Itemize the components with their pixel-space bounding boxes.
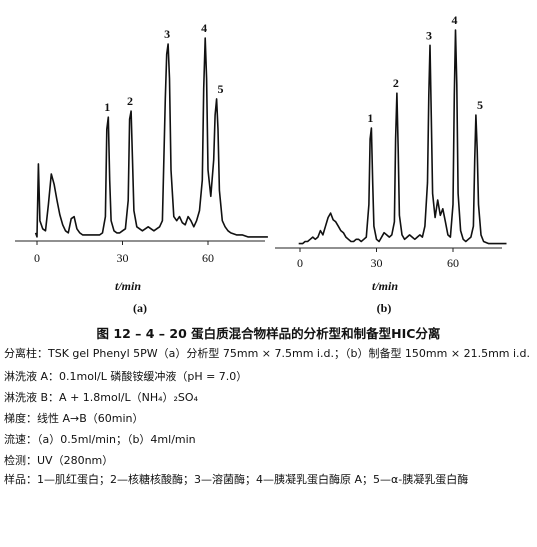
note-flow-rate: 流速：（a）0.5ml/min；（b）4ml/min [4,433,196,446]
chromatogram-b: 0 30 60 1 2 3 4 5 t/min (b) [275,13,507,315]
x-axis-title-b: t/min [372,279,398,293]
chromatogram-trace-b [298,29,507,245]
peak-label-b-2: 2 [393,76,399,90]
peak-label-a-1: 1 [104,100,110,114]
note-samples: 样品：1—肌红蛋白；2—核糖核酸酶；3—溶菌酶；4—胰凝乳蛋白酶原 A；5—α-… [4,473,469,486]
x-axis-title-a: t/min [115,279,141,293]
peak-label-a-4: 4 [201,21,207,35]
peak-label-a-3: 3 [164,27,170,41]
note-eluent-a: 淋洗液 A：0.1mol/L 磷酸铵缓冲液（pH = 7.0） [4,370,248,383]
x-tick-label-a-0: 0 [34,251,40,265]
note-eluent-b: 淋洗液 B：A + 1.8mol/L（NH₄）₂SO₄ [4,391,198,404]
peak-label-b-5: 5 [477,98,483,112]
note-column: 分离柱：TSK gel Phenyl 5PW（a）分析型 75mm × 7.5m… [4,347,531,360]
experimental-conditions: 分离柱：TSK gel Phenyl 5PW（a）分析型 75mm × 7.5m… [4,345,532,492]
plot-area-b: 0 30 60 1 2 3 4 5 [275,13,507,270]
note-gradient: 梯度：线性 A→B（60min） [4,412,144,425]
x-tick-label-b-1: 30 [371,256,383,270]
panel-label-a: (a) [133,301,147,315]
peak-label-b-3: 3 [426,28,432,42]
chromatogram-trace-a [34,37,268,238]
peak-label-b-1: 1 [367,111,373,125]
plot-area-a: 0 30 60 1 2 3 4 5 [15,21,268,265]
peak-label-b-4: 4 [452,13,458,27]
peak-label-a-2: 2 [127,94,133,108]
x-tick-label-b-2: 60 [447,256,459,270]
chromatogram-figure: 0 30 60 1 2 3 4 5 t/min (a) 0 30 60 1 2 3 4 5 t/min (b… [15,13,507,315]
note-detection: 检测：UV（280nm） [4,454,114,467]
panel-label-b: (b) [377,301,392,315]
peak-label-a-5: 5 [218,82,224,96]
x-tick-label-a-1: 30 [117,251,129,265]
x-tick-label-b-0: 0 [297,256,303,270]
chromatogram-a: 0 30 60 1 2 3 4 5 t/min (a) [15,21,268,315]
x-tick-label-a-2: 60 [202,251,214,265]
figure-caption: 图 12 – 4 – 20 蛋白质混合物样品的分析型和制备型HIC分离 [96,326,441,341]
